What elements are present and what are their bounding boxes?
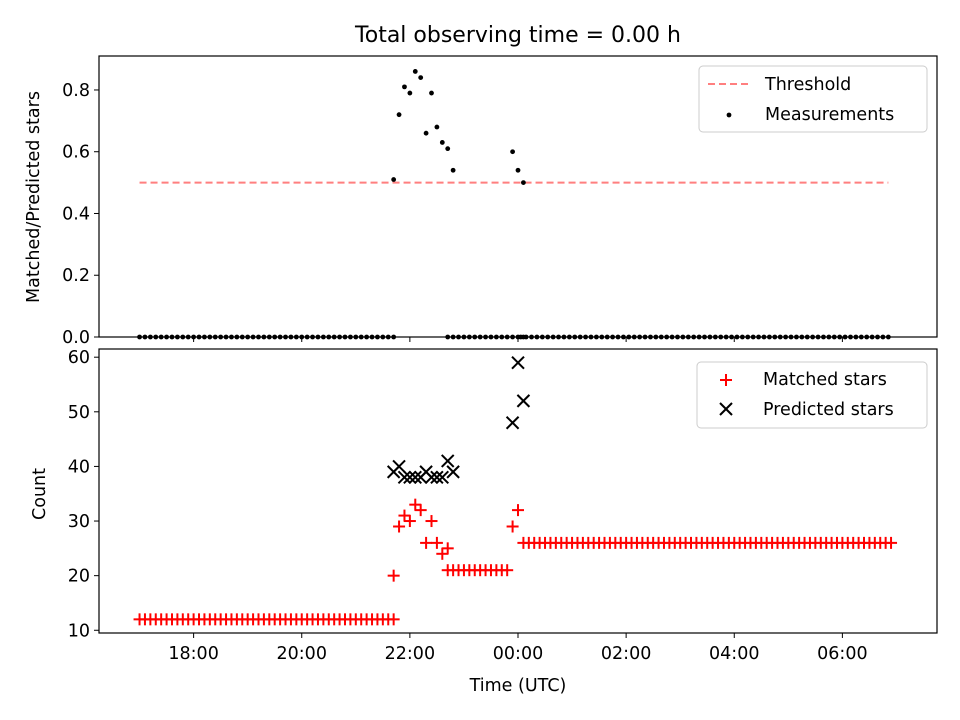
matched-star-marker (393, 520, 406, 533)
top-y-tick-label: 0.6 (62, 143, 90, 163)
predicted-star-marker (441, 454, 455, 468)
predicted-star-marker (505, 416, 520, 430)
bottom-plot-frame (98, 348, 938, 634)
matched-star-marker (430, 536, 443, 549)
bottom-x-tick-label: 20:00 (277, 644, 327, 664)
measurement-point (402, 84, 407, 90)
measurement-point (450, 167, 456, 173)
legend-predicted-label: Predicted stars (763, 400, 894, 420)
matched-star-marker (420, 536, 433, 549)
measurement-point (445, 146, 451, 152)
legend-threshold-label: Threshold (764, 75, 851, 95)
measurement-point (396, 112, 402, 118)
legend-measurements-swatch (726, 112, 732, 118)
bottom-x-tick-label: 22:00 (385, 644, 435, 664)
legend-matched-label: Matched stars (763, 370, 887, 390)
bottom-x-tick-label: 18:00 (168, 644, 218, 664)
matched-star-marker (885, 536, 898, 549)
predicted-star-marker (511, 355, 525, 370)
bottom-y-tick-label: 60 (68, 348, 90, 368)
matched-star-marker (506, 520, 519, 533)
predicted-star-marker (403, 470, 417, 485)
matched-star-marker (512, 504, 524, 517)
predicted-star-marker (424, 470, 439, 485)
measurement-point (429, 90, 434, 96)
measurement-point (434, 124, 440, 130)
measurement-point (521, 180, 526, 186)
measurement-point (510, 149, 515, 155)
bottom-y-axis-label: Count (30, 468, 50, 520)
bottom-x-tick-label: 02:00 (601, 644, 651, 664)
bottom-y-tick-label: 30 (68, 512, 90, 532)
bottom-y-tick-label: 40 (68, 457, 90, 477)
top-y-tick-label: 0.4 (62, 204, 90, 224)
matched-star-marker (387, 569, 400, 582)
measurement-point (418, 75, 424, 81)
legend-predicted-swatch (719, 402, 733, 416)
predicted-star-marker (516, 394, 531, 408)
top-plot-frame (98, 55, 938, 338)
measurement-point (407, 90, 413, 96)
predicted-star-marker (435, 470, 450, 485)
bottom-y-tick-label: 10 (68, 621, 90, 641)
top-y-tick-label: 0.0 (62, 328, 90, 348)
bottom-y-ticks: 10 20 30 40 50 60 (68, 348, 99, 641)
matched-star-marker (436, 547, 449, 560)
top-legend: Threshold Measurements (698, 65, 928, 133)
matched-stars-points (133, 498, 898, 626)
predicted-star-marker (392, 459, 406, 474)
bottom-x-ticks: 18:00 20:00 22:00 00:00 02:00 04:00 06:00 (168, 633, 868, 664)
top-x-ticks (193, 337, 843, 342)
predicted-star-marker (397, 470, 412, 485)
matched-star-marker (414, 504, 427, 517)
bottom-x-tick-label: 04:00 (709, 644, 759, 664)
measurement-point (515, 167, 521, 173)
top-y-tick-label: 0.8 (62, 81, 90, 101)
predicted-star-marker (430, 470, 444, 485)
measurement-point (439, 140, 445, 145)
top-legend-box (698, 65, 928, 133)
bottom-legend: Matched stars Predicted stars (696, 361, 928, 429)
top-y-ticks: 0.0 0.2 0.4 0.6 0.8 (62, 81, 99, 348)
bottom-x-tick-label: 00:00 (493, 644, 543, 664)
x-axis-label: Time (UTC) (469, 676, 567, 696)
predicted-stars-points (386, 355, 531, 485)
chart-title: Total observing time = 0.00 h (354, 23, 681, 48)
predicted-star-marker (446, 465, 460, 479)
bottom-x-tick-label: 06:00 (817, 644, 867, 664)
matched-star-marker (398, 509, 411, 522)
matched-star-marker (501, 564, 514, 577)
top-y-axis-label: Matched/Predicted stars (24, 91, 44, 303)
matched-star-marker (425, 515, 438, 528)
bottom-y-tick-label: 20 (68, 567, 90, 587)
top-y-tick-label: 0.2 (62, 266, 90, 286)
measurement-point (412, 69, 418, 74)
matched-star-marker (403, 515, 416, 528)
legend-matched-swatch (720, 374, 732, 386)
matched-star-marker (441, 542, 454, 555)
bottom-legend-box (696, 361, 928, 429)
measurement-point (391, 177, 397, 182)
bottom-y-tick-label: 50 (68, 403, 90, 423)
legend-measurements-label: Measurements (765, 105, 894, 125)
matched-star-marker (387, 613, 400, 626)
bottom-panel: Count Time (UTC) 10 20 30 40 50 60 18:00 20:00… (30, 348, 938, 696)
measurement-point (423, 130, 429, 136)
top-panel: Total observing time = 0.00 h Matched/Pr… (24, 23, 938, 348)
predicted-star-marker (408, 470, 422, 485)
matched-star-marker (409, 498, 422, 511)
